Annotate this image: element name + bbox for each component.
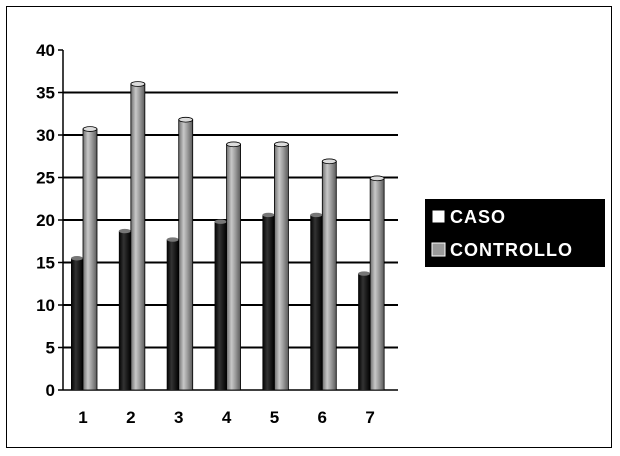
x-tick-label: 4 (222, 408, 232, 427)
x-tick-label: 7 (365, 408, 374, 427)
x-tick-label: 6 (318, 408, 327, 427)
bar-cap-controllo-2 (130, 81, 146, 87)
bar-cap-caso-6 (310, 212, 323, 218)
bar-controllo-7 (369, 177, 385, 391)
bar-caso-7 (358, 273, 371, 390)
bar-controllo-6 (321, 160, 337, 391)
bar-caso-6 (310, 214, 323, 390)
bar-cap-caso-2 (118, 228, 131, 234)
legend-swatch-controllo (431, 242, 446, 257)
bar-controllo-2 (130, 83, 146, 391)
y-tick-label: 0 (46, 381, 55, 400)
legend-label-caso: CASO (450, 207, 506, 227)
y-tick-label: 35 (36, 84, 55, 103)
bar-caso-2 (118, 231, 131, 390)
bar-caso-4 (214, 221, 227, 390)
y-tick-label: 15 (36, 254, 55, 273)
bar-cap-caso-3 (166, 237, 179, 242)
bar-cap-controllo-1 (82, 126, 98, 132)
bar-cap-caso-7 (358, 271, 371, 276)
legend-box (425, 199, 605, 267)
bar-cap-controllo-3 (178, 116, 194, 123)
y-tick-label: 30 (36, 126, 55, 145)
bar-cap-controllo-7 (369, 175, 385, 182)
y-tick-label: 40 (36, 41, 55, 60)
x-tick-label: 3 (174, 408, 183, 427)
legend: CASO CONTROLLO (425, 199, 605, 267)
bar-caso-5 (262, 214, 275, 390)
bar-cap-controllo-5 (274, 141, 289, 148)
bar-cap-caso-5 (262, 212, 275, 218)
y-tick-label: 25 (36, 169, 55, 188)
y-tick-label: 10 (36, 296, 55, 315)
y-tick-label: 5 (46, 339, 55, 358)
bar-cap-caso-1 (71, 256, 83, 261)
bar-caso-1 (71, 258, 83, 390)
x-tick-label: 2 (126, 408, 135, 427)
bar-cap-caso-4 (214, 219, 227, 224)
legend-swatch-caso (431, 209, 446, 224)
bar-cap-controllo-4 (226, 141, 241, 148)
y-tick-label: 20 (36, 211, 55, 230)
x-tick-label: 1 (78, 408, 87, 427)
bar-controllo-5 (274, 143, 289, 391)
bar-caso-3 (166, 239, 179, 390)
bar-cap-controllo-6 (321, 158, 337, 165)
bar-controllo-3 (178, 119, 194, 391)
x-tick-label: 5 (270, 408, 279, 427)
bar-controllo-4 (226, 143, 241, 391)
bar-controllo-1 (82, 128, 98, 391)
legend-label-controllo: CONTROLLO (450, 240, 573, 260)
